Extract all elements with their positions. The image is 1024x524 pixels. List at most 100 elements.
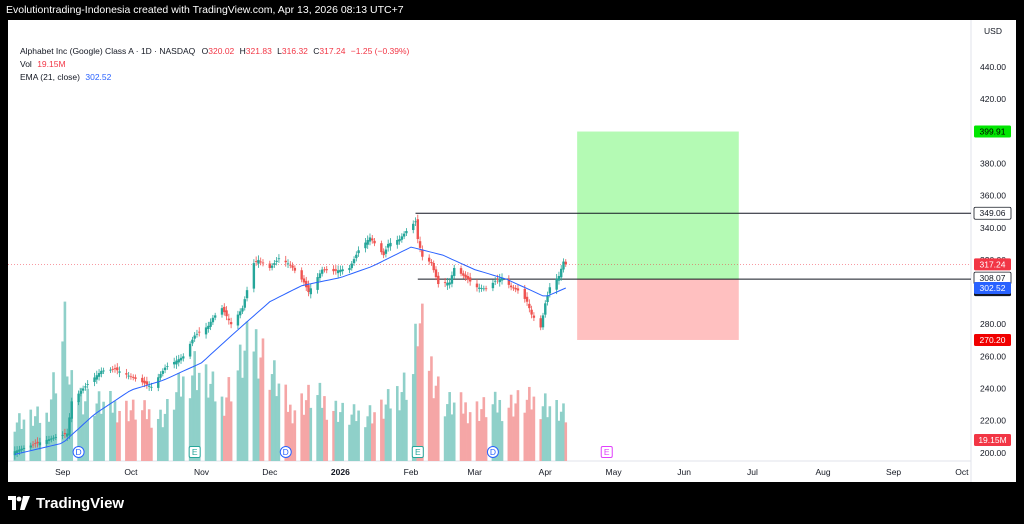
- candle-body: [475, 283, 479, 288]
- dividend-event-marker: D: [279, 446, 292, 458]
- volume-bar: [52, 372, 55, 461]
- candle-body: [289, 264, 292, 266]
- volume-bar: [225, 397, 228, 461]
- candle-body: [204, 327, 208, 335]
- candle-body: [555, 278, 558, 290]
- volume-bar: [384, 404, 388, 461]
- price-chart[interactable]: D E D E D E USD 200.00 220.00 240.00 260.00 280.00 3…: [8, 20, 1016, 482]
- chart-panel[interactable]: D E D E D E USD 200.00 220.00 240.00 260.00 280.00 3…: [8, 20, 1016, 482]
- candle-body: [480, 288, 483, 289]
- earnings-event-marker: E: [411, 446, 424, 458]
- volume-bar: [484, 417, 488, 461]
- volume-bar: [304, 400, 308, 461]
- candle-body: [557, 276, 561, 281]
- volume-bar: [332, 410, 335, 461]
- volume-bar: [539, 419, 543, 461]
- candle-body: [198, 331, 201, 333]
- candle-body: [525, 296, 529, 302]
- candle-body: [209, 321, 212, 327]
- volume-bar: [496, 412, 499, 461]
- candle-body: [544, 303, 547, 315]
- price-tag-stop: 270.20: [974, 333, 1011, 346]
- volume-value: 19.15M: [37, 59, 66, 69]
- tradingview-logo-icon: [8, 496, 30, 510]
- volume-bar: [334, 400, 338, 461]
- volume-bar: [22, 419, 26, 461]
- candle-body: [466, 276, 470, 280]
- volume-bar: [320, 407, 324, 461]
- event-marker-label: E: [415, 447, 421, 457]
- volume-bar: [259, 357, 263, 461]
- earnings-marker-box: [411, 446, 424, 458]
- volume-bar: [557, 420, 561, 461]
- candle-body: [541, 315, 545, 328]
- candle-body: [323, 269, 326, 271]
- candle-body: [70, 401, 73, 419]
- volume-bar: [159, 409, 162, 461]
- volume-bar: [95, 403, 99, 461]
- volume-bar: [181, 376, 185, 461]
- y-tick-label: 280.00: [980, 319, 1006, 329]
- volume-bar: [257, 378, 260, 461]
- candle-body: [18, 449, 21, 452]
- earnings-marker-box: [600, 446, 613, 458]
- candle-body: [252, 263, 256, 289]
- candle-body: [36, 441, 39, 444]
- x-tick-label: Mar: [467, 467, 482, 477]
- volume-bar: [373, 412, 376, 461]
- volume-bar: [100, 413, 103, 461]
- candle-body: [427, 257, 431, 262]
- candle-body: [275, 260, 278, 262]
- x-tick-label: May: [606, 467, 623, 477]
- volume-bar: [559, 411, 563, 461]
- volume-bar: [63, 301, 67, 461]
- volume-bar: [291, 423, 294, 461]
- candle-body: [34, 443, 37, 444]
- price-tag-box: [973, 206, 1012, 220]
- candle-body: [341, 269, 344, 272]
- volume-bar: [498, 399, 502, 461]
- candle-body: [380, 243, 383, 253]
- volume-bar: [150, 427, 153, 461]
- volume-bar: [102, 401, 105, 461]
- volume-bar: [525, 399, 529, 461]
- price-tag-box: [974, 125, 1011, 138]
- candle-body: [416, 219, 419, 240]
- volume-bar: [84, 401, 87, 461]
- price-tag-level: 349.06: [973, 206, 1012, 220]
- candle-body: [493, 280, 497, 282]
- price-tag-box: [974, 258, 1011, 271]
- x-tick-label: Dec: [262, 467, 278, 477]
- volume-bar: [273, 360, 276, 461]
- y-tick-label: 440.00: [980, 62, 1006, 72]
- volume-bar: [555, 399, 558, 461]
- symbol-ohlc-row: Alphabet Inc (Google) Class A · 1D · NAS…: [20, 45, 409, 58]
- candle-body: [45, 439, 48, 444]
- stop-loss-zone: [577, 279, 739, 340]
- volume-bar: [475, 401, 479, 461]
- candle-body: [291, 265, 294, 268]
- candle-body: [530, 309, 533, 315]
- volume-bar: [79, 387, 83, 461]
- volume-bar: [213, 401, 217, 461]
- earnings-upcoming-event-marker: E: [600, 446, 613, 458]
- candle-body: [143, 380, 146, 384]
- volume-bar: [20, 428, 23, 461]
- volume-bar: [464, 402, 467, 461]
- volume-bar: [548, 406, 552, 461]
- chart-legend: Alphabet Inc (Google) Class A · 1D · NAS…: [20, 45, 409, 84]
- candle-body: [366, 240, 369, 245]
- candle-body: [546, 295, 549, 303]
- candle-body: [339, 269, 342, 273]
- candle-body: [111, 369, 114, 370]
- candle-body: [220, 308, 224, 315]
- candle-body: [398, 239, 401, 242]
- candle-body: [348, 267, 351, 271]
- candle-body: [509, 285, 513, 288]
- volume-bar: [245, 321, 249, 461]
- volume-bar: [222, 415, 226, 461]
- candle-body: [243, 299, 246, 308]
- ema-row: EMA (21, close) 302.52: [20, 71, 409, 84]
- candle-body: [507, 278, 511, 285]
- candle-body: [207, 325, 210, 329]
